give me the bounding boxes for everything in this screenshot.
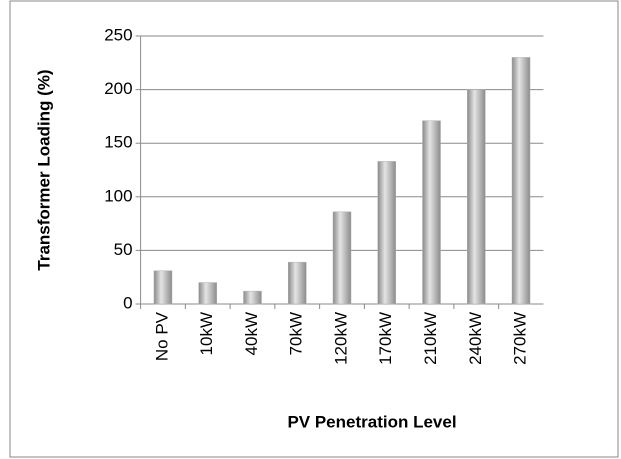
bar <box>198 282 217 305</box>
x-axis-title: PV Penetration Level <box>287 412 456 431</box>
y-axis-title: Transformer Loading (%) <box>34 69 53 270</box>
y-tick-label: 150 <box>104 133 132 152</box>
bar <box>243 290 262 305</box>
x-tick-label: No PV <box>152 311 171 361</box>
y-tick-label: 250 <box>104 25 132 44</box>
x-tick-label: 40kW <box>242 312 261 355</box>
x-tick-label: 240kW <box>466 312 485 365</box>
bar <box>467 89 486 305</box>
y-tick-label: 100 <box>104 186 132 205</box>
x-tick-label: 10kW <box>197 312 216 355</box>
bar <box>511 57 531 305</box>
x-tick-label: 210kW <box>421 312 440 365</box>
x-tick-label: 120kW <box>331 312 350 365</box>
x-tick-label: 70kW <box>287 312 306 355</box>
y-tick-label: 200 <box>104 79 132 98</box>
bar <box>377 161 397 305</box>
x-tick-label: 270kW <box>511 312 530 365</box>
bar <box>332 211 352 305</box>
bar <box>153 270 173 305</box>
bar <box>287 261 307 305</box>
y-tick-label: 50 <box>114 240 133 259</box>
bar <box>422 120 441 305</box>
x-tick-label: 170kW <box>376 312 395 365</box>
y-tick-label: 0 <box>123 293 132 312</box>
